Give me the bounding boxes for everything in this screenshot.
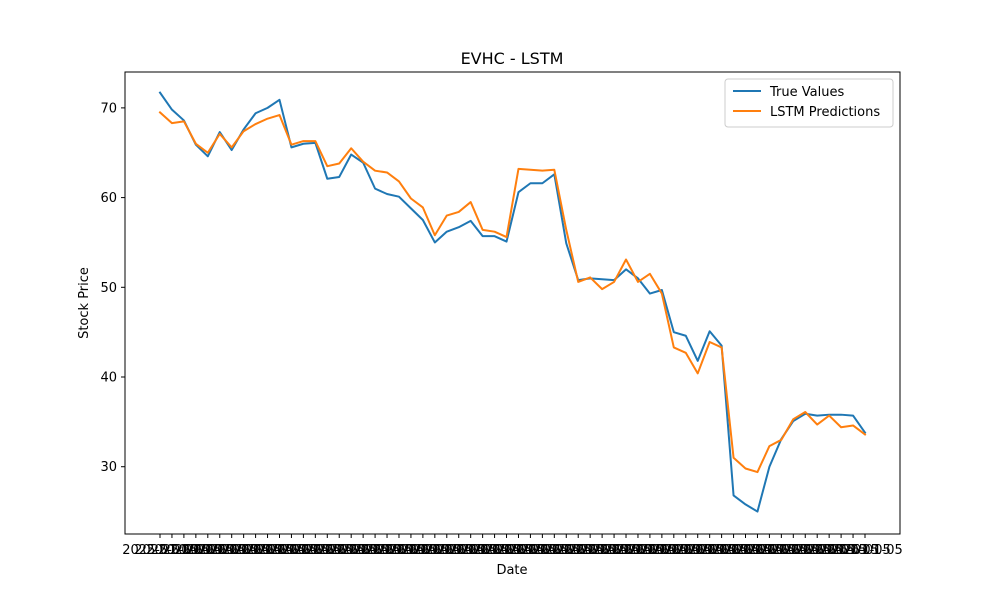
x-tick-label: 2025-01-05 [337,543,413,558]
x-tick-label: 2025-01-05 [194,543,270,558]
x-tick-label: 2025-01-05 [397,543,473,558]
x-tick-label: 2025-01-05 [134,543,210,558]
x-tick-label: 2025-01-05 [744,543,820,558]
x-tick-label: 2025-01-05 [242,543,318,558]
x-tick-label: 2025-01-05 [421,543,497,558]
x-tick-label: 2025-01-05 [278,543,354,558]
x-tick-label: 2025-01-05 [206,543,282,558]
x-tick-label: 2025-01-05 [385,543,461,558]
series-line-true-values [158,91,867,513]
y-tick-label: 40 [100,371,117,386]
x-axis-label: Date [496,563,527,578]
y-tick-label: 70 [100,101,117,116]
x-tick-label: 2025-01-05 [218,543,294,558]
x-axis: 2025-01-052025-01-052025-01-052025-01-05… [122,534,903,558]
y-axis-label: Stock Price [77,267,92,339]
x-tick-label: 2025-01-05 [361,543,437,558]
x-tick-label: 2025-01-05 [445,543,521,558]
x-tick-label: 2025-01-05 [767,543,843,558]
x-tick-label: 2025-01-05 [827,543,903,558]
x-tick-label: 2025-01-05 [612,543,688,558]
x-tick-label: 2025-01-05 [373,543,449,558]
x-tick-label: 2025-01-05 [684,543,760,558]
x-tick-label: 2025-01-05 [481,543,557,558]
x-tick-label: 2025-01-05 [170,543,246,558]
x-tick-label: 2025-01-05 [266,543,342,558]
x-tick-label: 2025-01-05 [540,543,616,558]
plot-area [124,71,901,535]
x-tick-label: 2025-01-05 [708,543,784,558]
x-tick-label: 2025-01-05 [230,543,306,558]
x-tick-label: 2025-01-05 [433,543,509,558]
x-tick-label: 2025-01-05 [791,543,867,558]
y-axis: 30 40 50 60 70 [100,101,125,475]
x-tick-label: 2025-01-05 [600,543,676,558]
x-tick-label: 2025-01-05 [409,543,485,558]
series-layer [158,91,867,513]
x-tick-label: 2025-01-05 [720,543,796,558]
x-tick-label: 2025-01-05 [624,543,700,558]
x-tick-label: 2025-01-05 [696,543,772,558]
x-tick-label: 2025-01-05 [564,543,640,558]
x-tick-label: 2025-01-05 [122,543,198,558]
chart-title: EVHC - LSTM [461,49,564,68]
y-tick-label: 60 [100,191,117,206]
x-tick-label: 2025-01-05 [505,543,581,558]
series-line-lstm-predictions [158,110,867,474]
x-tick-label: 2025-01-05 [313,543,389,558]
legend-label-true-values: True Values [769,85,844,100]
x-tick-label: 2025-01-05 [325,543,401,558]
x-tick-label: 2025-01-05 [301,543,377,558]
x-tick-label: 2025-01-05 [815,543,891,558]
legend: True Values LSTM Predictions [724,78,894,128]
x-tick-label: 2025-01-05 [493,543,569,558]
x-tick-label: 2025-01-05 [158,543,234,558]
legend-frame [724,78,894,128]
x-tick-label: 2025-01-05 [732,543,808,558]
legend-label-lstm-predictions: LSTM Predictions [770,105,880,120]
x-tick-label: 2025-01-05 [528,543,604,558]
x-tick-label: 2025-01-05 [636,543,712,558]
x-tick-label: 2025-01-05 [146,543,222,558]
x-tick-label: 2025-01-05 [803,543,879,558]
x-tick-label: 2025-01-05 [182,543,258,558]
y-tick-label: 30 [100,460,117,475]
x-tick-label: 2025-01-05 [588,543,664,558]
x-tick-label: 2025-01-05 [672,543,748,558]
x-tick-label: 2025-01-05 [648,543,724,558]
x-tick-label: 2025-01-05 [660,543,736,558]
x-tick-label: 2025-01-05 [756,543,832,558]
x-tick-label: 2025-01-05 [349,543,425,558]
x-tick-label: 2025-01-05 [552,543,628,558]
x-tick-label: 2025-01-05 [576,543,652,558]
y-tick-label: 50 [100,281,117,296]
x-tick-label: 2025-01-05 [290,543,366,558]
x-tick-label: 2025-01-05 [779,543,855,558]
x-tick-label: 2025-01-05 [517,543,593,558]
x-tick-label: 2025-01-05 [457,543,533,558]
x-tick-label: 2025-01-05 [469,543,545,558]
x-tick-label: 2025-01-05 [254,543,330,558]
